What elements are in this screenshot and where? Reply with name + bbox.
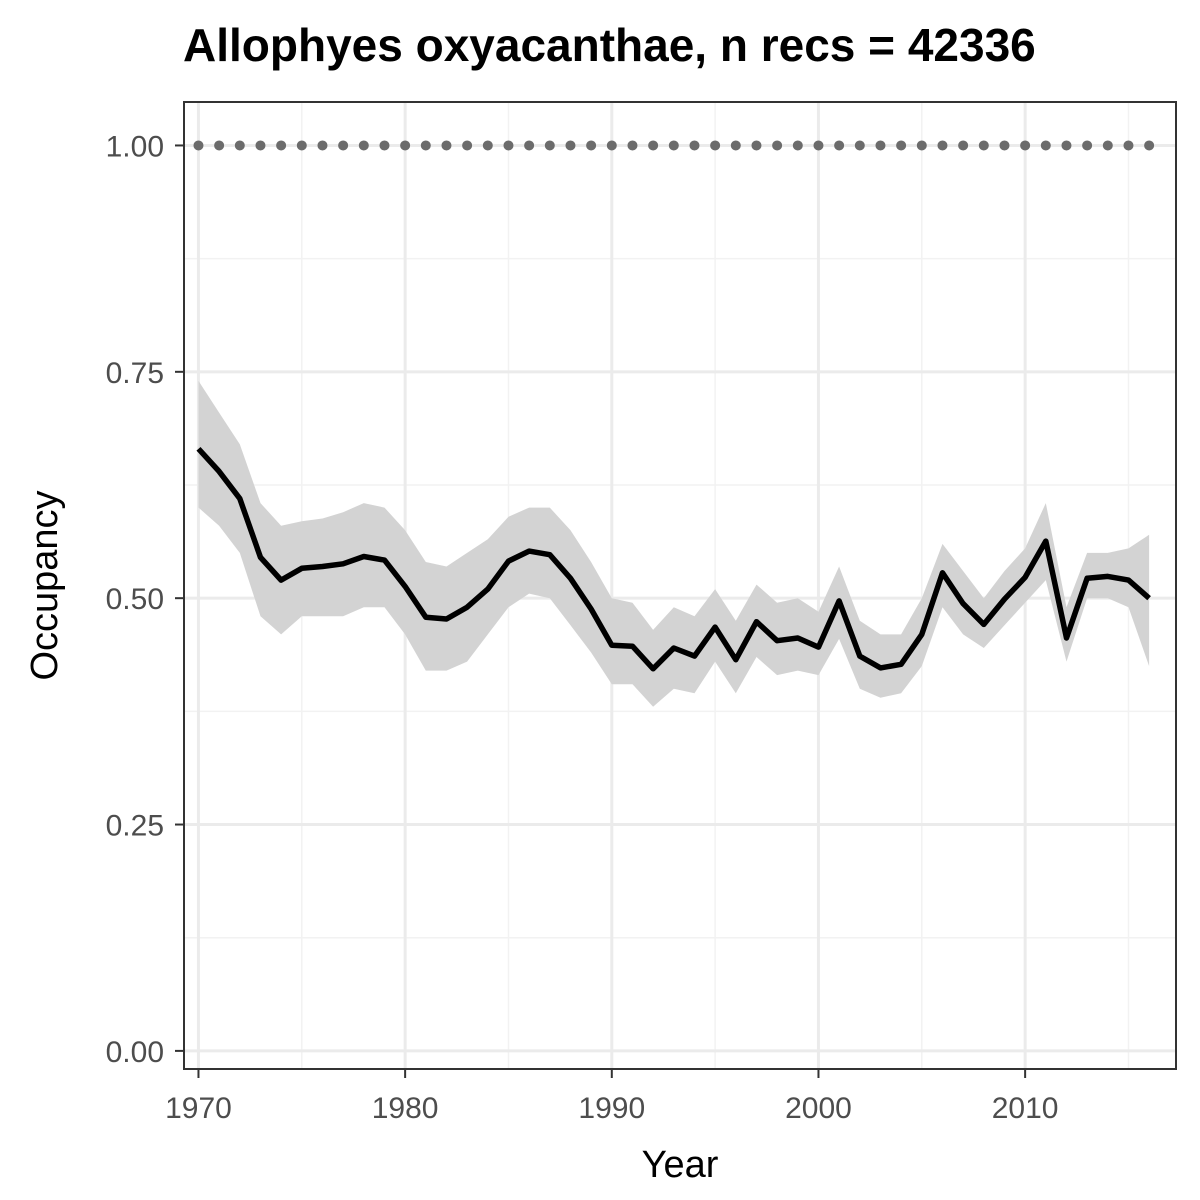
y-tick-label: 1.00 <box>106 130 164 163</box>
data-point <box>813 140 824 151</box>
x-tick-label: 1970 <box>165 1092 232 1125</box>
data-point <box>689 140 700 151</box>
data-point <box>834 140 845 151</box>
data-point <box>586 140 597 151</box>
data-point <box>276 140 287 151</box>
data-point <box>420 140 431 151</box>
data-point <box>503 140 514 151</box>
y-axis-title: Occupancy <box>24 490 66 680</box>
occupancy-line <box>196 446 1151 672</box>
x-axis-ticks: 1970 1980 1990 2000 2010 <box>165 1069 1059 1125</box>
data-point <box>606 140 617 151</box>
data-point <box>296 140 307 151</box>
data-point <box>668 140 679 151</box>
confidence-ribbon-layer <box>198 380 1150 707</box>
data-point <box>1144 140 1155 151</box>
data-point <box>317 140 328 151</box>
data-point <box>193 140 204 151</box>
points-layer <box>193 140 1155 151</box>
y-tick-label: 0.75 <box>106 357 164 390</box>
x-tick-label: 1990 <box>578 1092 645 1125</box>
data-point <box>958 140 969 151</box>
data-point <box>482 140 493 151</box>
data-point <box>338 140 349 151</box>
data-point <box>916 140 927 151</box>
data-point <box>937 140 948 151</box>
confidence-ribbon <box>198 380 1150 707</box>
data-point <box>1040 140 1051 151</box>
chart-title: Allophyes oxyacanthae, n recs = 42336 <box>183 19 1036 71</box>
data-point <box>978 140 989 151</box>
data-point <box>234 140 245 151</box>
data-point <box>875 140 886 151</box>
y-axis-ticks: 0.00 0.25 0.50 0.75 1.00 <box>106 130 184 1069</box>
data-point <box>896 140 907 151</box>
data-point <box>730 140 741 151</box>
panel-border <box>183 101 1177 1070</box>
data-point <box>792 140 803 151</box>
data-point <box>462 140 473 151</box>
data-point <box>999 140 1010 151</box>
data-point <box>524 140 535 151</box>
data-point <box>565 140 576 151</box>
data-point <box>400 140 411 151</box>
data-point <box>627 140 638 151</box>
x-tick-label: 1980 <box>372 1092 439 1125</box>
data-point <box>710 140 721 151</box>
x-axis-title: Year <box>642 1144 719 1186</box>
data-point <box>255 140 266 151</box>
x-tick-label: 2000 <box>785 1092 852 1125</box>
y-tick-label: 0.00 <box>106 1036 164 1069</box>
data-point <box>1020 140 1031 151</box>
data-point <box>544 140 555 151</box>
data-point <box>772 140 783 151</box>
data-point <box>358 140 369 151</box>
trend-line-layer <box>196 446 1151 672</box>
data-point <box>379 140 390 151</box>
data-point <box>1102 140 1113 151</box>
data-point <box>751 140 762 151</box>
data-point <box>1123 140 1134 151</box>
data-point <box>441 140 452 151</box>
x-tick-label: 2010 <box>992 1092 1059 1125</box>
y-tick-label: 0.50 <box>106 583 164 616</box>
data-point <box>854 140 865 151</box>
data-point <box>1082 140 1093 151</box>
data-point <box>214 140 225 151</box>
y-tick-label: 0.25 <box>106 810 164 843</box>
data-point <box>1061 140 1072 151</box>
data-point <box>648 140 659 151</box>
